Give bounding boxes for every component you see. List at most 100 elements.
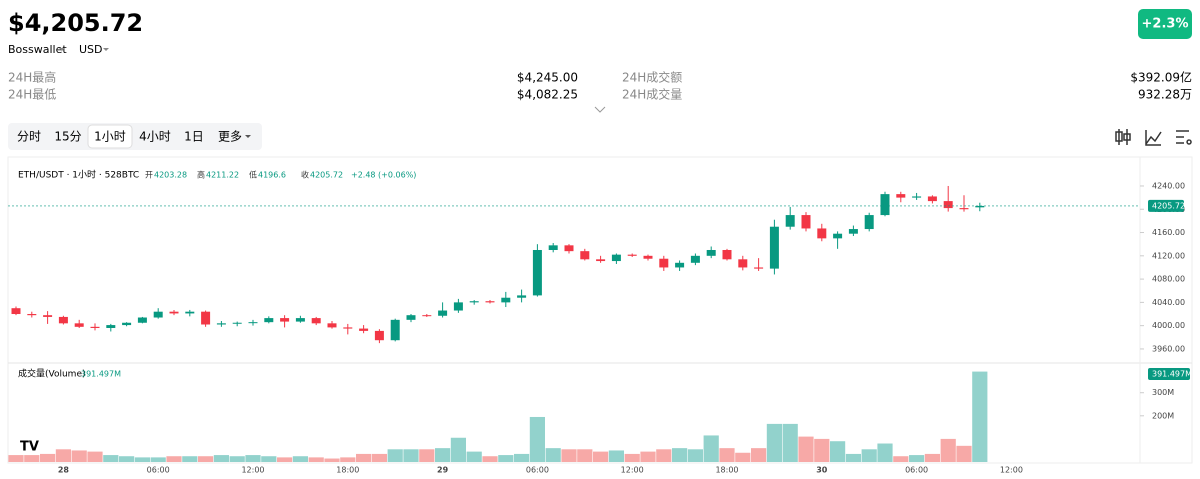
candle-body (122, 322, 132, 326)
change: +2.3% (1142, 17, 1189, 32)
volume-bar (877, 443, 893, 462)
volume-bar (166, 456, 182, 462)
interval[interactable]: 分时 (17, 130, 41, 144)
candle-body (517, 295, 527, 298)
volume-bar (387, 449, 403, 462)
stat-label: 24H成交量 (622, 87, 682, 102)
candle-body (785, 215, 795, 227)
dropdown-icon (245, 135, 251, 138)
y-tick-label: 300M (1152, 388, 1174, 397)
volume-bar (830, 441, 846, 462)
y-tick-label: 3960.00 (1152, 344, 1185, 353)
candle-body (501, 297, 511, 303)
exchange[interactable]: Bosswallet (8, 43, 67, 56)
volume-bar (909, 455, 925, 462)
volume-bar (150, 457, 166, 462)
candle-body (327, 323, 337, 328)
candle-body (880, 194, 890, 216)
volume-bar (213, 455, 229, 462)
candle-body (390, 319, 400, 341)
candle-body (833, 233, 843, 239)
candle-body (27, 314, 37, 316)
candle-body (532, 249, 542, 296)
expand-icon[interactable] (594, 106, 606, 113)
volume-bar (198, 456, 214, 462)
candle-body (754, 267, 764, 269)
candle-body (975, 205, 985, 208)
x-tick-label: 18:00 (336, 466, 359, 475)
volume-bar (735, 452, 751, 462)
interval[interactable]: 15分 (54, 130, 81, 144)
y-tick-label: 4160.00 (1152, 228, 1185, 237)
x-tick-label: 29 (437, 466, 449, 475)
volume-bar (182, 456, 198, 462)
x-tick-label: 30 (816, 466, 828, 475)
candle-body (58, 316, 68, 324)
candle-body (864, 215, 874, 230)
candle-body (959, 208, 969, 210)
candle-body (943, 201, 953, 209)
candle-body (43, 315, 53, 317)
volume-bar (229, 456, 245, 462)
interval-selected (87, 124, 133, 149)
change-badge (1138, 9, 1192, 39)
candle-body (801, 215, 811, 229)
candle-body (137, 317, 147, 323)
volume-bar (640, 451, 656, 462)
candle-body (722, 249, 732, 260)
volume-bar (8, 455, 24, 462)
chart-frame (7, 156, 1193, 464)
volume-bar (24, 455, 40, 462)
volume-bar (703, 435, 719, 462)
y-tick-label: 4000.00 (1152, 321, 1185, 330)
volume-bar (371, 453, 387, 462)
legend-value: 4211.22 (206, 171, 239, 180)
volume-bar (782, 423, 798, 462)
volume-bar (435, 448, 451, 462)
volume-bar (972, 371, 988, 462)
candle-body (201, 311, 211, 325)
volume-bar (529, 416, 545, 462)
volume-bar (924, 453, 940, 462)
interval[interactable]: 1日 (184, 130, 204, 144)
x-tick-label: 12:00 (621, 466, 644, 475)
legend-label: 低 (249, 170, 257, 180)
candle-body (438, 310, 448, 316)
volume-bar (719, 448, 735, 462)
candle-body (912, 196, 922, 198)
interval[interactable]: 1小时 (94, 130, 126, 144)
price-tag (1148, 199, 1184, 212)
candle-body (359, 328, 369, 331)
volume-legend-value: 391.497M (81, 370, 121, 379)
price-tag-label: 4205.72 (1152, 201, 1185, 210)
candle-body (11, 308, 21, 315)
candle-body (216, 323, 226, 325)
volume-bar (261, 456, 277, 462)
volume-bar (561, 449, 577, 462)
candle-body (690, 255, 700, 263)
candle-body (769, 226, 779, 269)
interval[interactable]: 4小时 (139, 130, 171, 144)
candle-body (659, 258, 669, 268)
volume-bar (514, 453, 530, 462)
candle-body (406, 315, 416, 320)
candle-body (185, 311, 195, 314)
x-tick-label: 06:00 (147, 466, 170, 475)
volume-bar (845, 453, 861, 462)
stat-label: 24H成交额 (622, 70, 682, 85)
candle-body (596, 259, 606, 262)
volume-bar (55, 449, 71, 462)
dropdown-icon (59, 48, 65, 51)
candle-body (153, 311, 163, 318)
volume-bar (419, 449, 435, 462)
toolbar-icons[interactable] (1115, 129, 1192, 146)
interval[interactable]: 更多 (218, 130, 242, 144)
x-tick-label: 06:00 (905, 466, 928, 475)
volume-bar (893, 456, 909, 462)
candle-body (422, 315, 432, 317)
currency[interactable]: USD (79, 43, 103, 56)
candle-body (738, 259, 748, 268)
candle-body (896, 194, 906, 198)
volume-bar (292, 456, 308, 462)
candle-body (169, 311, 179, 314)
